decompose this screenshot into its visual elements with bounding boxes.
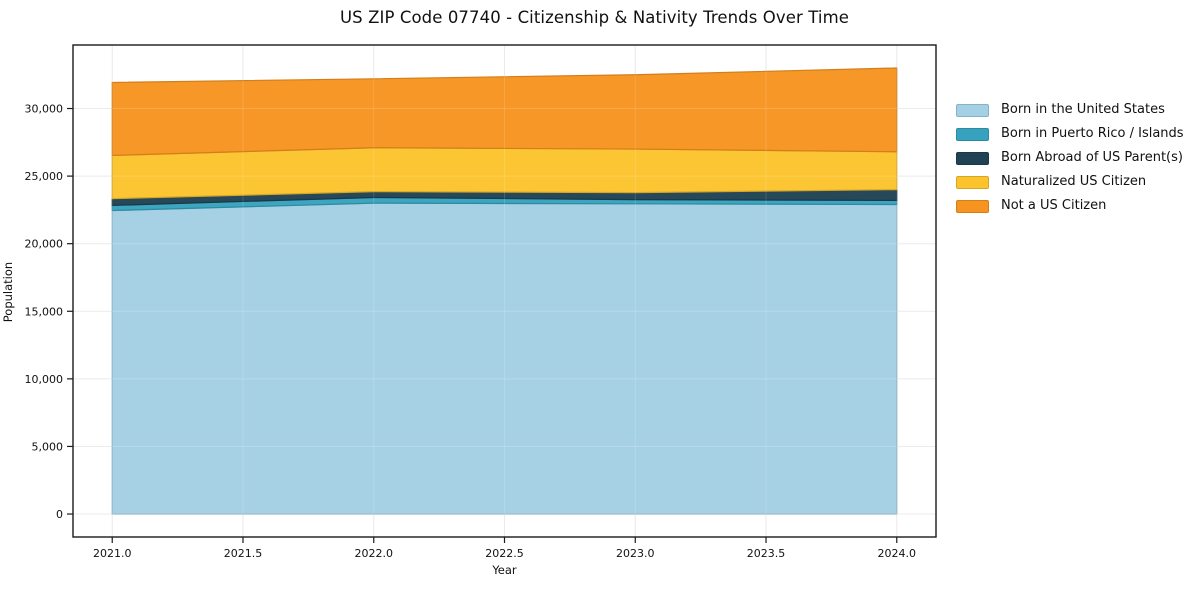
- y-tick-label: 10,000: [25, 373, 64, 386]
- x-tick-label: 2021.5: [224, 547, 263, 560]
- y-tick-label: 5,000: [32, 440, 64, 453]
- y-axis-label: Population: [1, 261, 15, 323]
- legend-label: Naturalized US Citizen: [1001, 174, 1147, 189]
- x-axis-label: Year: [492, 563, 517, 577]
- y-tick-label: 15,000: [25, 305, 64, 318]
- x-tick-label: 2023.5: [747, 547, 786, 560]
- legend-swatch: [956, 103, 989, 117]
- x-tick-label: 2022.0: [354, 547, 393, 560]
- y-tick-label: 0: [56, 508, 63, 521]
- legend-item-born-in-puerto-rico-islands: Born in Puerto Rico / Islands: [956, 127, 1184, 141]
- legend-swatch: [956, 199, 989, 213]
- legend-item-born-abroad-of-us-parent-s: Born Abroad of US Parent(s): [956, 151, 1184, 165]
- legend-item-naturalized-us-citizen: Naturalized US Citizen: [956, 175, 1184, 189]
- y-tick-label: 30,000: [25, 103, 64, 116]
- legend-label: Born in Puerto Rico / Islands: [1001, 126, 1184, 141]
- legend-label: Born Abroad of US Parent(s): [1001, 150, 1183, 165]
- x-tick-label: 2021.0: [93, 547, 132, 560]
- legend-swatch: [956, 151, 989, 165]
- legend-item-not-a-us-citizen: Not a US Citizen: [956, 199, 1184, 213]
- legend: Born in the United States Born in Puerto …: [956, 103, 1184, 213]
- legend-label: Born in the United States: [1001, 102, 1165, 117]
- x-tick-label: 2023.0: [616, 547, 655, 560]
- legend-swatch: [956, 175, 989, 189]
- legend-label: Not a US Citizen: [1001, 198, 1107, 213]
- legend-swatch: [956, 127, 989, 141]
- area-not-a-us-citizen: [111, 67, 898, 157]
- x-tick-label: 2022.5: [485, 547, 524, 560]
- chart-title: US ZIP Code 07740 - Citizenship & Nativi…: [339, 8, 850, 27]
- x-tick-label: 2024.0: [878, 547, 917, 560]
- y-tick-label: 25,000: [25, 170, 64, 183]
- y-tick-label: 20,000: [25, 238, 64, 251]
- legend-item-born-in-the-united-states: Born in the United States: [956, 103, 1184, 117]
